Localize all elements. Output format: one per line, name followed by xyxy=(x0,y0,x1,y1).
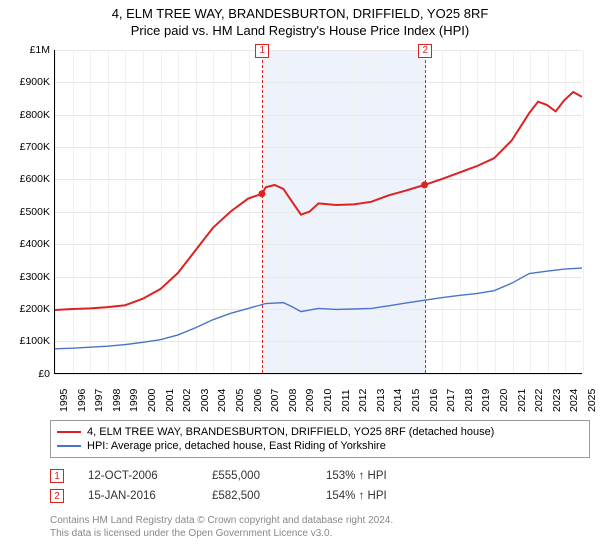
x-axis-label: 2021 xyxy=(516,388,528,411)
sale-price: £555,000 xyxy=(212,470,302,482)
legend-label: HPI: Average price, detached house, East… xyxy=(87,440,386,452)
legend-label: 4, ELM TREE WAY, BRANDESBURTON, DRIFFIEL… xyxy=(87,426,494,438)
legend: 4, ELM TREE WAY, BRANDESBURTON, DRIFFIEL… xyxy=(50,420,590,458)
x-axis-label: 2002 xyxy=(181,388,193,411)
sale-dot-2 xyxy=(421,181,428,188)
x-axis-label: 2003 xyxy=(199,388,211,411)
x-axis-label: 2019 xyxy=(480,388,492,411)
y-axis-label: £0 xyxy=(10,368,50,380)
x-axis-label: 2014 xyxy=(392,388,404,411)
sale-price: £582,500 xyxy=(212,490,302,502)
x-axis-label: 2000 xyxy=(146,388,158,411)
x-axis-label: 2024 xyxy=(568,388,580,411)
y-axis-label: £500K xyxy=(10,206,50,218)
x-axis-label: 2013 xyxy=(375,388,387,411)
footer-line2: This data is licensed under the Open Gov… xyxy=(50,527,590,540)
sales-table: 1 12-OCT-2006 £555,000 153% ↑ HPI 2 15-JAN-20… xyxy=(50,466,590,506)
y-axis-label: £800K xyxy=(10,109,50,121)
x-axis-label: 1999 xyxy=(128,388,140,411)
x-axis-label: 2001 xyxy=(164,388,176,411)
y-axis-label: £400K xyxy=(10,238,50,250)
x-axis-label: 2006 xyxy=(252,388,264,411)
sale-idx: 1 xyxy=(50,469,64,483)
y-axis-label: £1M xyxy=(10,44,50,56)
x-axis-label: 1996 xyxy=(76,388,88,411)
series-property_price xyxy=(55,92,582,310)
chart-title: 4, ELM TREE WAY, BRANDESBURTON, DRIFFIEL… xyxy=(10,6,590,40)
x-axis-label: 2005 xyxy=(234,388,246,411)
x-axis-label: 1997 xyxy=(93,388,105,411)
x-axis-label: 1995 xyxy=(58,388,70,411)
x-axis-label: 1998 xyxy=(111,388,123,411)
x-axis-label: 2015 xyxy=(410,388,422,411)
footer-attribution: Contains HM Land Registry data © Crown c… xyxy=(50,514,590,540)
y-axis-label: £200K xyxy=(10,303,50,315)
x-axis-label: 2011 xyxy=(340,389,352,412)
x-axis-label: 2010 xyxy=(322,388,334,411)
legend-swatch xyxy=(57,445,81,447)
sale-date: 15-JAN-2016 xyxy=(88,490,188,502)
x-axis-label: 2025 xyxy=(586,388,598,411)
title-line1: 4, ELM TREE WAY, BRANDESBURTON, DRIFFIEL… xyxy=(10,6,590,23)
x-axis-label: 2012 xyxy=(357,388,369,411)
sale-date: 12-OCT-2006 xyxy=(88,470,188,482)
x-axis-label: 2023 xyxy=(551,388,563,411)
x-axis-label: 2017 xyxy=(445,388,457,411)
footer-line1: Contains HM Land Registry data © Crown c… xyxy=(50,514,590,527)
legend-item-0: 4, ELM TREE WAY, BRANDESBURTON, DRIFFIEL… xyxy=(57,425,583,439)
x-axis-label: 2022 xyxy=(533,388,545,411)
y-axis-label: £700K xyxy=(10,141,50,153)
x-axis-label: 2016 xyxy=(428,388,440,411)
x-axis-label: 2008 xyxy=(287,388,299,411)
sale-row-1: 1 12-OCT-2006 £555,000 153% ↑ HPI xyxy=(50,466,590,486)
x-axis-label: 2020 xyxy=(498,388,510,411)
x-axis-label: 2009 xyxy=(304,388,316,411)
y-axis-label: £100K xyxy=(10,335,50,347)
sale-row-2: 2 15-JAN-2016 £582,500 154% ↑ HPI xyxy=(50,486,590,506)
y-axis-label: £300K xyxy=(10,271,50,283)
legend-swatch xyxy=(57,431,81,434)
sale-hpi: 154% ↑ HPI xyxy=(326,490,416,502)
legend-item-1: HPI: Average price, detached house, East… xyxy=(57,439,583,453)
sale-hpi: 153% ↑ HPI xyxy=(326,470,416,482)
series-hpi_index xyxy=(55,268,582,349)
sale-dot-1 xyxy=(258,190,265,197)
y-axis-label: £600K xyxy=(10,173,50,185)
sale-idx: 2 xyxy=(50,489,64,503)
x-axis-label: 2004 xyxy=(216,388,228,411)
price-chart: 12 £0£100K£200K£300K£400K£500K£600K£700K… xyxy=(10,44,590,414)
x-axis-label: 2018 xyxy=(463,388,475,411)
y-axis-label: £900K xyxy=(10,76,50,88)
x-axis-label: 2007 xyxy=(269,388,281,411)
title-line2: Price paid vs. HM Land Registry's House … xyxy=(10,23,590,40)
